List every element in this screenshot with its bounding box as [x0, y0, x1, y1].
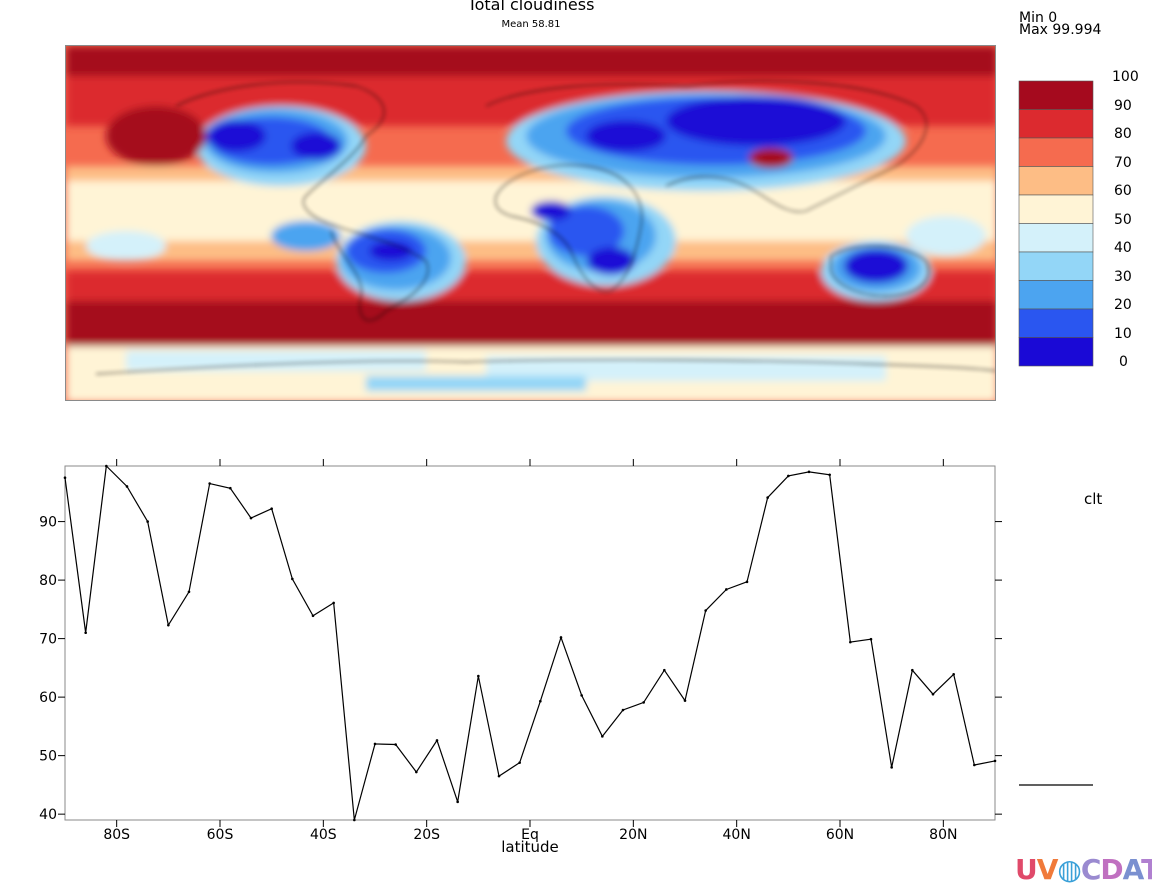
- y-tick-label: 80: [39, 573, 57, 589]
- data-point: [518, 761, 521, 764]
- data-point: [435, 739, 439, 742]
- colorbar-cell: [1018, 80, 1094, 110]
- series-line-clt: [64, 464, 996, 821]
- data-point: [291, 577, 294, 581]
- colorbar-tick-label: 30: [1114, 268, 1132, 285]
- colorbar-tick-label: 60: [1114, 183, 1132, 199]
- colorbar-tick-label: 80: [1114, 126, 1132, 142]
- data-point: [725, 588, 728, 591]
- data-point: [311, 614, 315, 618]
- data-point: [477, 674, 480, 678]
- x-axis-label: latitude: [501, 838, 559, 856]
- data-point: [973, 763, 976, 767]
- min-value: Min 0: [1019, 10, 1058, 26]
- map-title: Total cloudiness: [467, 0, 595, 14]
- data-point: [869, 637, 873, 641]
- cloud-field: [66, 46, 995, 400]
- colorbar: [1018, 80, 1094, 367]
- x-tick-label: 80S: [103, 827, 130, 843]
- colorbar-tick-label: 20: [1114, 297, 1132, 313]
- x-tick-label: 40S: [310, 827, 337, 843]
- data-point: [828, 473, 831, 477]
- data-point: [580, 694, 583, 697]
- data-point: [952, 673, 955, 676]
- colorbar-cell: [1018, 109, 1094, 139]
- data-point: [270, 507, 273, 511]
- x-tick-label: 60N: [826, 827, 854, 843]
- data-point: [394, 743, 397, 746]
- data-point: [415, 770, 418, 774]
- colorbar-tick-label: 0: [1119, 354, 1128, 370]
- colorbar-cell: [1018, 137, 1094, 167]
- colorbar-cell: [1018, 223, 1094, 253]
- data-point: [125, 485, 129, 488]
- data-point: [683, 699, 687, 702]
- colorbar-cell: [1018, 251, 1094, 281]
- cloudiness-map-canvas: [66, 46, 995, 400]
- data-point: [745, 580, 749, 584]
- y-tick-label: 50: [39, 749, 57, 765]
- colorbar-tick-label: 40: [1114, 240, 1132, 256]
- x-tick-label: 20N: [619, 827, 647, 843]
- x-tick-label: 20S: [413, 827, 440, 843]
- data-point: [993, 759, 997, 763]
- data-point: [497, 774, 501, 778]
- data-point: [353, 818, 356, 822]
- data-point: [539, 699, 542, 703]
- x-tick-label: 80N: [929, 827, 957, 843]
- data-point: [642, 701, 645, 704]
- map-subtitle: Mean 58.81: [501, 19, 561, 30]
- data-point: [167, 623, 170, 627]
- x-tick-label: 40N: [723, 827, 751, 843]
- data-point: [84, 631, 87, 635]
- colorbar-tick-label: 50: [1114, 211, 1132, 228]
- colorbar-cell: [1018, 308, 1094, 338]
- data-point: [621, 708, 625, 712]
- data-point: [456, 800, 459, 804]
- colorbar-cell: [1018, 166, 1094, 196]
- y-tick-label: 70: [39, 632, 57, 648]
- data-point: [849, 640, 852, 644]
- coastlines: [95, 80, 995, 375]
- series-legend-line: [1019, 784, 1093, 786]
- y-tick-label: 40: [39, 807, 57, 823]
- max-value: Max 99.994: [1019, 22, 1102, 38]
- data-point: [787, 474, 790, 478]
- data-point: [63, 476, 67, 480]
- y-tick-label: 90: [39, 515, 57, 531]
- data-point: [931, 692, 935, 696]
- data-point: [890, 766, 893, 769]
- data-point: [208, 482, 211, 485]
- data-point: [229, 486, 232, 490]
- colorbar-cell: [1018, 337, 1094, 367]
- series-legend-label: clt: [1084, 490, 1103, 508]
- colorbar-tick-label: 70: [1114, 154, 1132, 171]
- colorbar-tick-label: 90: [1114, 97, 1132, 114]
- data-point: [373, 742, 377, 746]
- data-point: [249, 516, 253, 520]
- cloudiness-map: [65, 45, 996, 401]
- data-point: [332, 601, 335, 605]
- plot-frame: [64, 465, 996, 821]
- colorbar-tick-label: 100: [1112, 69, 1139, 85]
- data-point: [663, 668, 666, 672]
- data-point: [911, 668, 914, 672]
- x-tick-label: Eq: [521, 827, 539, 843]
- data-point: [807, 470, 811, 474]
- data-point: [766, 496, 769, 499]
- x-tick-label: 60S: [207, 827, 234, 843]
- y-tick-label: 60: [39, 690, 57, 706]
- data-point: [105, 464, 108, 468]
- data-point: [559, 636, 563, 639]
- data-point: [601, 735, 604, 738]
- data-point: [704, 609, 707, 612]
- data-point: [187, 590, 191, 594]
- uvcdat-logo: UV◍CDAT: [1015, 853, 1152, 886]
- colorbar-tick-label: 10: [1114, 325, 1132, 342]
- data-point: [146, 520, 149, 523]
